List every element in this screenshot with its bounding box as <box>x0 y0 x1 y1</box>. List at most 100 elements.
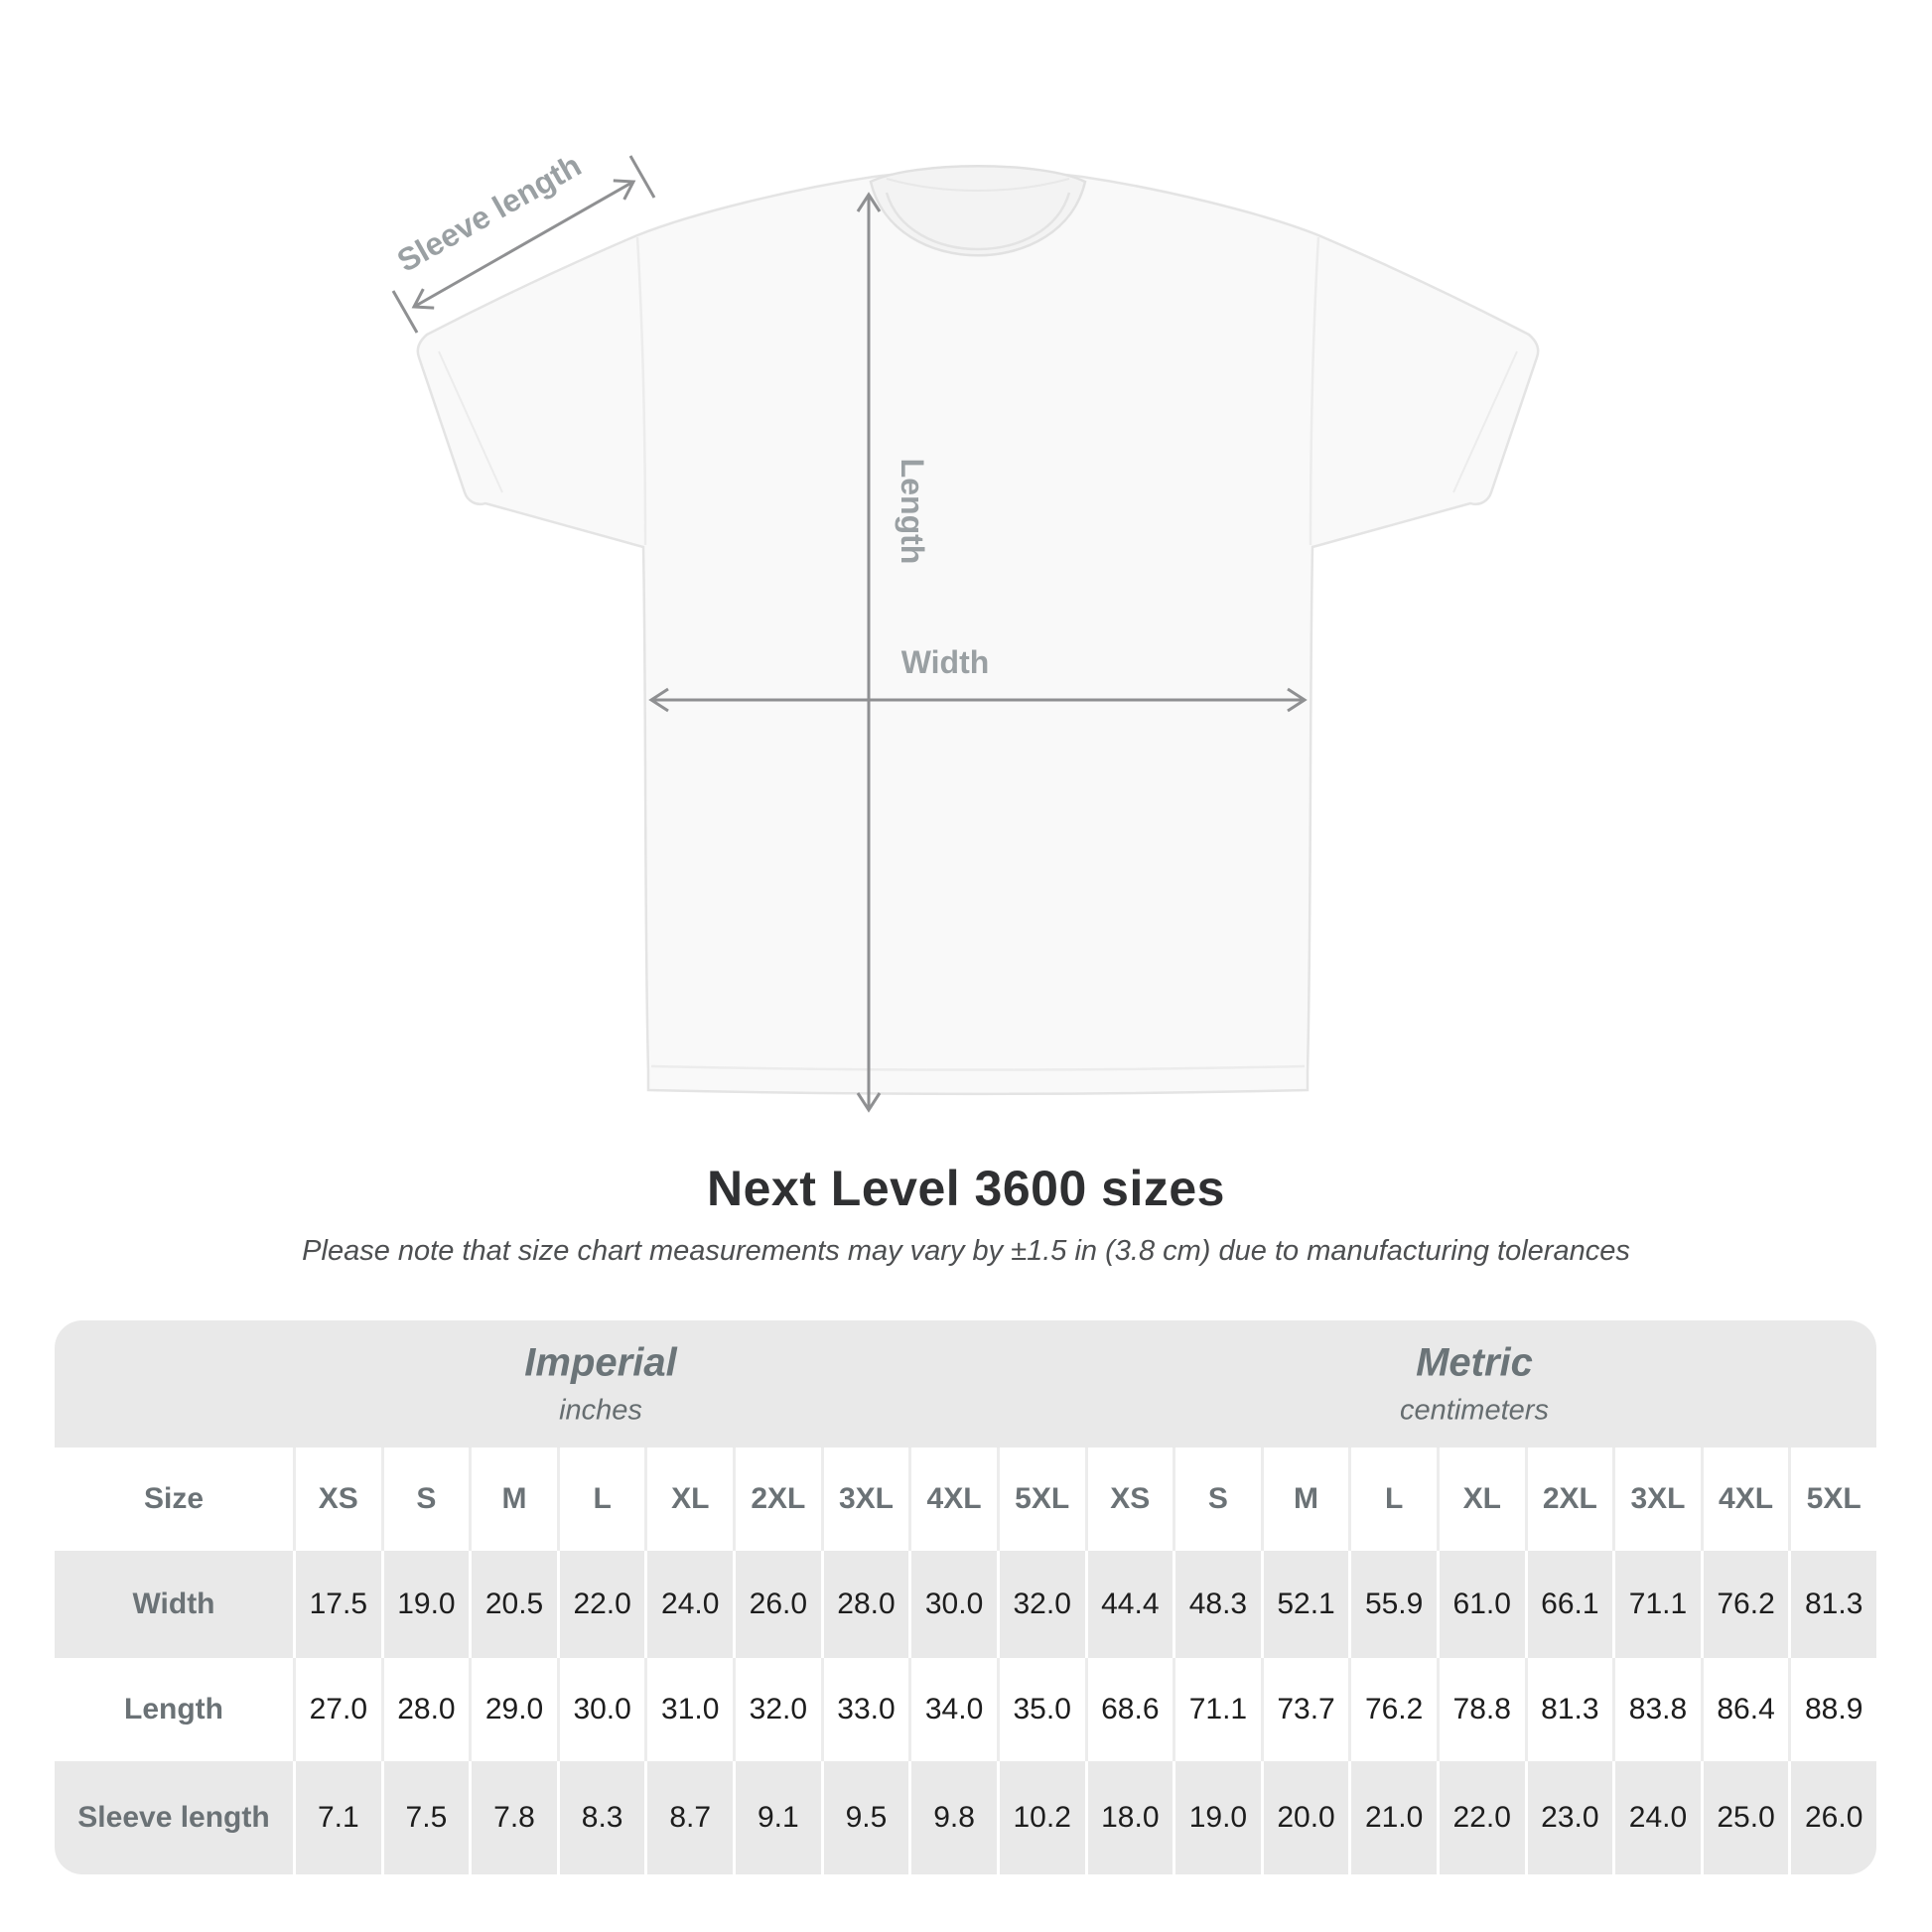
measurement-value-imperial: 27.0 <box>293 1658 381 1761</box>
sleeve-length-end-tick <box>628 155 656 199</box>
measurement-value-imperial: 26.0 <box>733 1551 821 1658</box>
size-header-metric: XL <box>1436 1448 1525 1551</box>
measurement-value-metric: 88.9 <box>1788 1658 1876 1761</box>
measurement-value-metric: 66.1 <box>1524 1551 1613 1658</box>
tshirt-graphic <box>416 165 1540 1095</box>
size-header-metric: 3XL <box>1612 1448 1701 1551</box>
size-column-header: Size <box>143 1482 205 1515</box>
measurement-value-metric: 83.8 <box>1612 1658 1701 1761</box>
measurement-value-imperial: 24.0 <box>644 1551 733 1658</box>
measurement-value-metric: 19.0 <box>1173 1761 1261 1874</box>
metric-unit-label: centimeters <box>1400 1394 1549 1427</box>
size-header-imperial: 4XL <box>908 1448 997 1551</box>
collar-opening <box>869 165 1087 257</box>
size-chart-table: Imperial inches Metric centimeters Size X… <box>55 1320 1876 1874</box>
size-header-metric: M <box>1260 1448 1349 1551</box>
sleeve-length-label: Sleeve length <box>391 147 587 279</box>
size-header-imperial: M <box>469 1448 557 1551</box>
measurement-value-metric: 76.2 <box>1348 1658 1437 1761</box>
measurement-value-imperial: 17.5 <box>293 1551 381 1658</box>
measurement-value-metric: 86.4 <box>1700 1658 1789 1761</box>
metric-label: Metric <box>1416 1340 1533 1385</box>
left-sleeve-seam-line <box>635 236 647 546</box>
sleeve-length-arrow <box>391 155 656 334</box>
measurement-value-metric: 71.1 <box>1173 1658 1261 1761</box>
measurement-value-metric: 44.4 <box>1084 1551 1173 1658</box>
tshirt-body <box>416 169 1540 1095</box>
unit-group-header-row: Imperial inches Metric centimeters <box>55 1320 1876 1448</box>
tshirt-measurement-diagram: Sleeve length Length Width <box>391 147 1540 1113</box>
heading-block: Next Level 3600 sizes Please note that s… <box>0 1160 1932 1268</box>
size-header-imperial: XS <box>293 1448 381 1551</box>
measurement-value-metric: 25.0 <box>1700 1761 1789 1874</box>
size-header-metric: 2XL <box>1524 1448 1613 1551</box>
measurement-value-imperial: 29.0 <box>469 1658 557 1761</box>
measurement-value-imperial: 19.0 <box>380 1551 470 1658</box>
measurement-value-imperial: 35.0 <box>996 1658 1085 1761</box>
size-header-metric: XS <box>1084 1448 1173 1551</box>
measurement-value-imperial: 28.0 <box>820 1551 909 1658</box>
page-title: Next Level 3600 sizes <box>707 1161 1225 1216</box>
measurement-value-imperial: 7.1 <box>293 1761 381 1874</box>
imperial-unit-label: inches <box>559 1394 642 1427</box>
measurement-value-metric: 71.1 <box>1612 1551 1701 1658</box>
measurement-value-metric: 61.0 <box>1436 1551 1525 1658</box>
measurement-value-imperial: 8.7 <box>644 1761 733 1874</box>
collar-back-line <box>886 178 1070 192</box>
size-header-metric: S <box>1173 1448 1261 1551</box>
measurement-value-imperial: 9.8 <box>908 1761 997 1874</box>
size-header-metric: 5XL <box>1788 1448 1876 1551</box>
row-label: Width <box>132 1587 215 1620</box>
measurement-value-metric: 18.0 <box>1084 1761 1173 1874</box>
measurement-value-imperial: 7.5 <box>380 1761 470 1874</box>
measurement-value-imperial: 34.0 <box>908 1658 997 1761</box>
measurement-value-imperial: 30.0 <box>908 1551 997 1658</box>
measurement-value-metric: 68.6 <box>1084 1658 1173 1761</box>
right-cuff-stitch <box>1452 350 1518 493</box>
measurement-value-imperial: 32.0 <box>996 1551 1085 1658</box>
left-cuff-stitch <box>438 350 503 493</box>
size-header-imperial: 2XL <box>733 1448 821 1551</box>
measurement-value-metric: 26.0 <box>1788 1761 1876 1874</box>
measurement-value-imperial: 32.0 <box>733 1658 821 1761</box>
size-header-row: Size XS S M L XL 2XL 3XL 4XL 5XL XS S M L XL 2XL 3XL 4XL 5… <box>55 1448 1876 1551</box>
size-header-imperial: XL <box>644 1448 733 1551</box>
size-header-metric: L <box>1348 1448 1437 1551</box>
size-header-imperial: 5XL <box>996 1448 1085 1551</box>
measurement-value-imperial: 9.5 <box>820 1761 909 1874</box>
hem-stitch <box>650 1064 1306 1071</box>
measurement-value-metric: 21.0 <box>1348 1761 1437 1874</box>
measurement-value-metric: 52.1 <box>1260 1551 1349 1658</box>
measurement-value-metric: 22.0 <box>1436 1761 1525 1874</box>
measurement-value-metric: 48.3 <box>1173 1551 1261 1658</box>
measurement-value-metric: 20.0 <box>1260 1761 1349 1874</box>
measurement-value-metric: 55.9 <box>1348 1551 1437 1658</box>
metric-group-header: Metric centimeters <box>1400 1341 1549 1428</box>
measurement-value-imperial: 31.0 <box>644 1658 733 1761</box>
measurement-value-imperial: 30.0 <box>556 1658 645 1761</box>
length-row: Length 27.0 28.0 29.0 30.0 31.0 32.0 33.0 34.0 35… <box>55 1658 1876 1761</box>
sleeve-length-row: Sleeve length 7.1 7.5 7.8 8.3 8.7 9.1 9.5 9.8 10.… <box>55 1761 1876 1874</box>
tolerance-note: Please note that size chart measurements… <box>302 1235 1630 1267</box>
measurement-value-metric: 73.7 <box>1260 1658 1349 1761</box>
measurement-value-metric: 76.2 <box>1700 1551 1789 1658</box>
size-header-imperial: S <box>380 1448 470 1551</box>
measurement-value-imperial: 10.2 <box>996 1761 1085 1874</box>
measurement-value-imperial: 33.0 <box>820 1658 909 1761</box>
row-label: Sleeve length <box>77 1801 270 1834</box>
imperial-label: Imperial <box>524 1340 677 1385</box>
width-row: Width 17.5 19.0 20.5 22.0 24.0 26.0 28.0 30.0 32.… <box>55 1551 1876 1658</box>
measurement-value-metric: 78.8 <box>1436 1658 1525 1761</box>
row-label: Length <box>124 1693 223 1725</box>
collar-ribbing <box>885 192 1071 251</box>
measurement-value-imperial: 22.0 <box>556 1551 645 1658</box>
measurement-value-imperial: 28.0 <box>380 1658 470 1761</box>
measurement-value-imperial: 20.5 <box>469 1551 557 1658</box>
measurement-value-imperial: 8.3 <box>556 1761 645 1874</box>
imperial-group-header: Imperial inches <box>524 1341 676 1428</box>
right-sleeve-seam-line <box>1309 236 1320 546</box>
measurement-value-imperial: 7.8 <box>469 1761 557 1874</box>
width-label: Width <box>901 644 990 680</box>
sleeve-length-end-tick <box>391 290 419 334</box>
measurement-value-metric: 81.3 <box>1788 1551 1876 1658</box>
